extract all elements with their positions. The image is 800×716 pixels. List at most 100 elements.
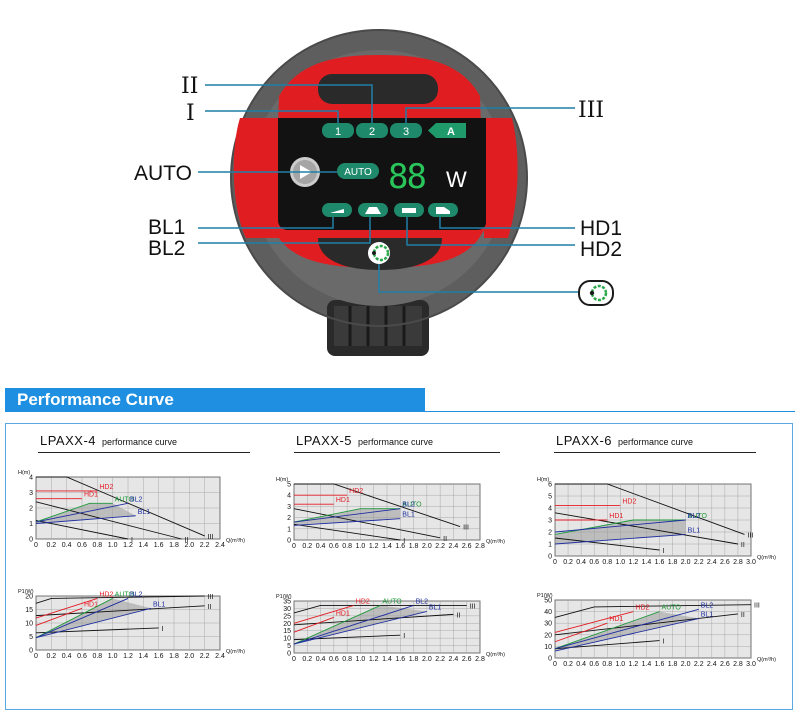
x-tick-label: 1.4 xyxy=(382,656,392,663)
x-tick-label: 2.2 xyxy=(435,656,445,663)
x-tick-label: 2.0 xyxy=(184,542,194,549)
y-tick-label: 3 xyxy=(287,504,291,511)
bl1-button[interactable] xyxy=(322,203,352,217)
x-tick-label: 0.8 xyxy=(602,559,612,566)
series-label: II xyxy=(741,612,745,619)
series-label: BL1 xyxy=(138,509,151,516)
x-tick-label: 2.8 xyxy=(475,543,485,550)
x-tick-label: 1.4 xyxy=(382,543,392,550)
label-bl1: BL1 xyxy=(148,216,185,239)
x-tick-label: 0.8 xyxy=(342,543,352,550)
series-line-i xyxy=(35,627,159,634)
operating-range xyxy=(294,605,427,645)
chart-4: 0 0.2 0.4 0.6 0.8 1.0 1.2 1.4 1.6 1.8 2.0 2.2 2.4 2.6… xyxy=(537,477,776,566)
y-tick-label: 50 xyxy=(544,598,552,605)
x-tick-label: 0 xyxy=(553,661,557,668)
x-tick-label: 2.8 xyxy=(733,559,743,566)
x-tick-label: 0.2 xyxy=(302,656,312,663)
top-slot xyxy=(318,74,438,104)
series-label: HD2 xyxy=(356,598,370,605)
series-line-i xyxy=(293,634,401,641)
auto-button[interactable] xyxy=(337,163,379,179)
series-line-iii xyxy=(555,483,745,535)
series-line-hd1 xyxy=(35,607,83,626)
label-bl2: BL2 xyxy=(148,237,185,260)
series-label: BL2 xyxy=(416,598,429,605)
x-tick-label: 2.2 xyxy=(200,542,210,549)
x-tick-label: 2.2 xyxy=(200,653,210,660)
outer-ring-cover xyxy=(230,29,528,327)
y-tick-label: 0 xyxy=(548,554,552,561)
series-line-ii xyxy=(35,605,205,617)
y-tick-label: 25 xyxy=(283,613,291,620)
series-line-bl1 xyxy=(35,607,152,639)
series-label: I xyxy=(162,626,164,633)
series-label: III xyxy=(747,532,753,539)
x-tick-label: 2.8 xyxy=(733,661,743,668)
series-line-i xyxy=(554,537,660,551)
x-tick-label: 1.0 xyxy=(615,559,625,566)
series-line-auto xyxy=(35,502,113,523)
series-label: III xyxy=(754,603,760,610)
x-tick-label: 1.8 xyxy=(169,653,179,660)
callout-line-mode xyxy=(378,264,578,293)
y-tick-label: 40 xyxy=(544,609,552,616)
y-tick-label: 5 xyxy=(548,494,552,501)
x-tick-label: 0.2 xyxy=(563,559,573,566)
callout-line-ii xyxy=(205,84,373,123)
series-line-hd1 xyxy=(554,622,608,643)
x-tick-label: 1.8 xyxy=(668,661,678,668)
label-auto: AUTO xyxy=(134,162,192,185)
x-tick-label: 2.6 xyxy=(720,559,730,566)
series-line-i xyxy=(293,523,401,541)
speed-1-button[interactable] xyxy=(322,123,354,138)
x-tick-label: 0.4 xyxy=(316,543,326,550)
y-tick-label: 20 xyxy=(283,621,291,628)
series-label: II xyxy=(456,612,460,619)
series-line-bl2 xyxy=(554,608,699,650)
x-tick-label: 1.6 xyxy=(154,653,164,660)
speed-2-label: 2 xyxy=(369,126,375,138)
y-tick-label: 10 xyxy=(25,621,33,628)
series-label: II xyxy=(443,536,447,543)
section-title: Performance Curve xyxy=(17,390,174,409)
operating-range xyxy=(36,598,151,638)
chart-0: 0 0.2 0.4 0.6 0.8 1.0 1.2 1.4 1.6 1.8 2.0 2.2 2.4 0 1 2… xyxy=(18,470,245,549)
chart-1: 0 0.2 0.4 0.6 0.8 1.0 1.2 1.4 1.6 1.8 2.0 2.2 2.4 0 5 1… xyxy=(18,589,245,660)
x-tick-label: 2.2 xyxy=(694,661,704,668)
chart-3: 0 0.2 0.4 0.6 0.8 1.0 1.2 1.4 1.6 1.8 2.0 2.2 2.4 2.6… xyxy=(276,594,505,663)
series-line-ii xyxy=(293,508,441,539)
series-label: HD1 xyxy=(336,610,350,617)
series-line-iii xyxy=(35,595,205,604)
y-axis-label: P1(W) xyxy=(276,594,292,600)
x-tick-label: 2.4 xyxy=(449,543,459,550)
series-line-auto xyxy=(554,611,660,650)
panel-subtitle-0: performance curve xyxy=(102,437,178,447)
series-line-bl2 xyxy=(35,502,129,523)
x-tick-label: 1.4 xyxy=(642,559,652,566)
x-tick-label: 0.8 xyxy=(92,542,102,549)
callout-line-bl1 xyxy=(198,217,334,229)
x-tick-label: 0.8 xyxy=(92,653,102,660)
speed-3-button[interactable] xyxy=(390,123,422,138)
x-tick-label: 2.4 xyxy=(707,661,717,668)
operating-range xyxy=(555,520,686,544)
series-label: I xyxy=(403,538,405,545)
x-tick-label: 0.6 xyxy=(589,559,599,566)
y-tick-label: 10 xyxy=(544,644,552,651)
series-line-bl2 xyxy=(293,508,401,523)
x-axis-label: Q(m³/h) xyxy=(226,649,245,655)
series-line-iii xyxy=(554,604,752,618)
y-tick-label: 0 xyxy=(29,537,33,544)
x-tick-label: 0.8 xyxy=(602,661,612,668)
y-tick-label: 0 xyxy=(29,648,33,655)
label-speed-2: II xyxy=(181,74,198,99)
y-tick-label: 2 xyxy=(29,506,33,513)
y-tick-label: 30 xyxy=(544,621,552,628)
x-tick-label: 2.0 xyxy=(184,653,194,660)
speed-2-button[interactable] xyxy=(356,123,388,138)
y-tick-label: 0 xyxy=(287,651,291,658)
x-tick-label: 2.6 xyxy=(720,661,730,668)
operating-range xyxy=(36,503,136,524)
y-tick-label: 15 xyxy=(25,607,33,614)
